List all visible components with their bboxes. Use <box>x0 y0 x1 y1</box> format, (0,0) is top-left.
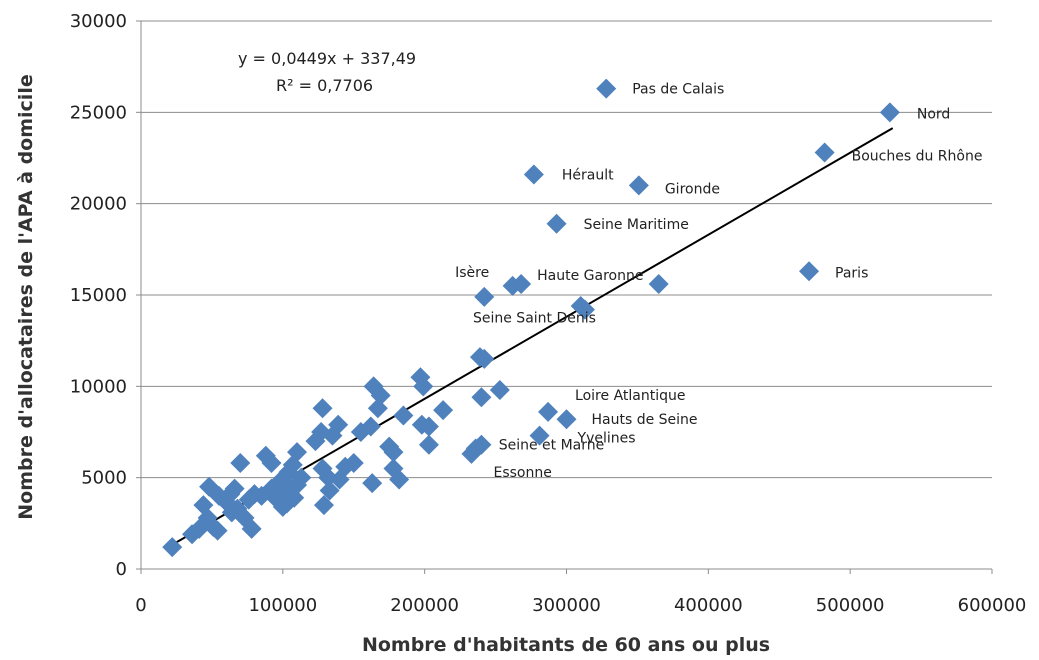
point-label: Hauts de Seine <box>592 412 698 428</box>
data-point-88 <box>162 537 183 558</box>
point-label: Nord <box>917 106 950 122</box>
point-label: Bouches du Rhône <box>852 149 983 165</box>
point-label: Loire Atlantique <box>575 388 685 404</box>
data-point-14 <box>474 348 495 369</box>
point-label: Yvelines <box>577 431 636 447</box>
data-point-51 <box>313 495 334 516</box>
data-point-29 <box>393 405 414 426</box>
trendline-r2: R² = 0,7706 <box>276 76 373 95</box>
data-point-81 <box>199 476 220 497</box>
point-label: Seine Saint Denis <box>473 311 596 327</box>
y-tick-label: 15000 <box>70 285 127 306</box>
data-point-25 <box>433 400 454 421</box>
point-label: Gironde <box>665 181 720 197</box>
y-tick-label: 10000 <box>70 376 127 397</box>
data-point-74 <box>230 453 251 474</box>
data-points <box>162 78 900 558</box>
point-label: Isère <box>455 265 489 281</box>
data-point-16 <box>471 387 492 408</box>
data-point-10 <box>474 286 495 307</box>
data-point-50 <box>319 480 340 501</box>
data-point-22 <box>471 434 492 455</box>
gridlines <box>141 20 992 479</box>
y-tick-labels: 0 5000 10000 15000 20000 25000 30000 <box>70 11 127 580</box>
axes <box>136 20 993 574</box>
data-point-2 <box>814 142 835 163</box>
x-tick-label: 200000 <box>390 595 459 616</box>
data-point-5 <box>546 213 567 234</box>
x-axis-title: Nombre d'habitants de 60 ans ou plus <box>362 634 770 656</box>
data-point-47 <box>305 431 326 452</box>
x-tick-label: 500000 <box>816 595 885 616</box>
point-label: Seine et Marne <box>499 437 605 453</box>
data-point-36 <box>379 436 400 457</box>
x-tick-labels: 0 100000 200000 300000 400000 500000 600000 <box>135 595 1026 616</box>
y-tick-label: 0 <box>116 559 127 580</box>
data-point-85 <box>207 520 228 541</box>
data-point-0 <box>596 78 617 99</box>
data-point-18 <box>556 409 577 430</box>
point-label: Paris <box>835 265 868 281</box>
data-point-6 <box>799 261 820 282</box>
x-tick-label: 300000 <box>532 595 601 616</box>
data-point-38 <box>389 469 410 490</box>
point-label: Hérault <box>562 167 614 183</box>
point-label: Seine Maritime <box>584 217 689 233</box>
data-point-49 <box>318 467 339 488</box>
data-point-27 <box>418 416 439 437</box>
point-label: Essonne <box>493 465 551 481</box>
data-point-19 <box>529 425 550 446</box>
data-point-34 <box>350 422 371 442</box>
data-point-87 <box>182 524 203 545</box>
data-point-71 <box>238 489 259 510</box>
data-point-68 <box>261 453 282 474</box>
x-tick-label: 100000 <box>248 595 317 616</box>
data-point-24 <box>413 376 434 397</box>
trendline-equation: y = 0,0449x + 337,49 <box>238 49 416 68</box>
data-point-7 <box>648 274 669 295</box>
x-tick-label: 600000 <box>958 595 1027 616</box>
data-point-15 <box>489 379 510 400</box>
point-labels: Pas de Calais Nord Bouches du Rhône Hérault… <box>455 82 982 481</box>
y-tick-label: 5000 <box>81 468 127 489</box>
y-axis-title: Nombre d'allocataires de l'APA à domicil… <box>15 74 37 519</box>
point-label: Haute Garonne <box>537 268 643 284</box>
data-point-4 <box>628 175 649 196</box>
data-point-17 <box>538 401 559 422</box>
data-point-79 <box>227 498 248 519</box>
x-tick-label: 400000 <box>674 595 743 616</box>
data-point-9 <box>511 274 532 295</box>
y-tick-label: 25000 <box>70 102 127 123</box>
data-point-39 <box>362 473 383 494</box>
point-label: Pas de Calais <box>632 82 724 98</box>
data-point-1 <box>879 102 900 123</box>
data-point-3 <box>523 164 544 185</box>
data-point-12 <box>574 299 595 320</box>
x-tick-label: 0 <box>135 595 146 616</box>
y-tick-label: 30000 <box>70 11 127 32</box>
data-point-61 <box>291 467 312 488</box>
data-point-45 <box>312 398 333 419</box>
data-point-32 <box>367 398 388 419</box>
y-tick-label: 20000 <box>70 194 127 215</box>
data-point-28 <box>418 434 439 455</box>
